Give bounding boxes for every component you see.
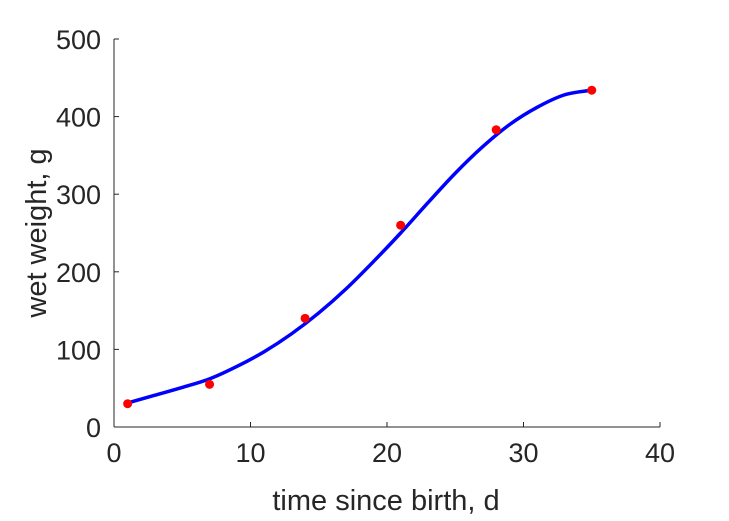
x-axis-label: time since birth, d [272, 485, 499, 517]
y-axis-ticks: 0 100 200 300 400 500 [56, 25, 119, 443]
data-point [396, 220, 406, 230]
data-point [587, 85, 597, 95]
x-tick-label: 30 [508, 438, 538, 468]
data-point [205, 379, 215, 389]
x-tick-label: 10 [235, 438, 265, 468]
x-tick-label: 20 [372, 438, 402, 468]
fit-curve-line [125, 88, 594, 405]
y-tick-label: 500 [56, 25, 101, 55]
plot-area [123, 85, 597, 409]
data-point [123, 399, 133, 409]
y-tick-label: 0 [86, 413, 101, 443]
x-tick-label: 0 [106, 438, 121, 468]
x-tick-label: 40 [645, 438, 675, 468]
data-point [300, 313, 310, 323]
y-tick-label: 300 [56, 180, 101, 210]
axes [113, 39, 660, 428]
y-axis-label: wet weight, g [21, 148, 53, 318]
y-tick-label: 200 [56, 258, 101, 288]
data-point [491, 125, 501, 135]
y-tick-label: 100 [56, 335, 101, 365]
x-axis-ticks: 0 10 20 30 40 [106, 422, 675, 468]
y-tick-label: 400 [56, 103, 101, 133]
